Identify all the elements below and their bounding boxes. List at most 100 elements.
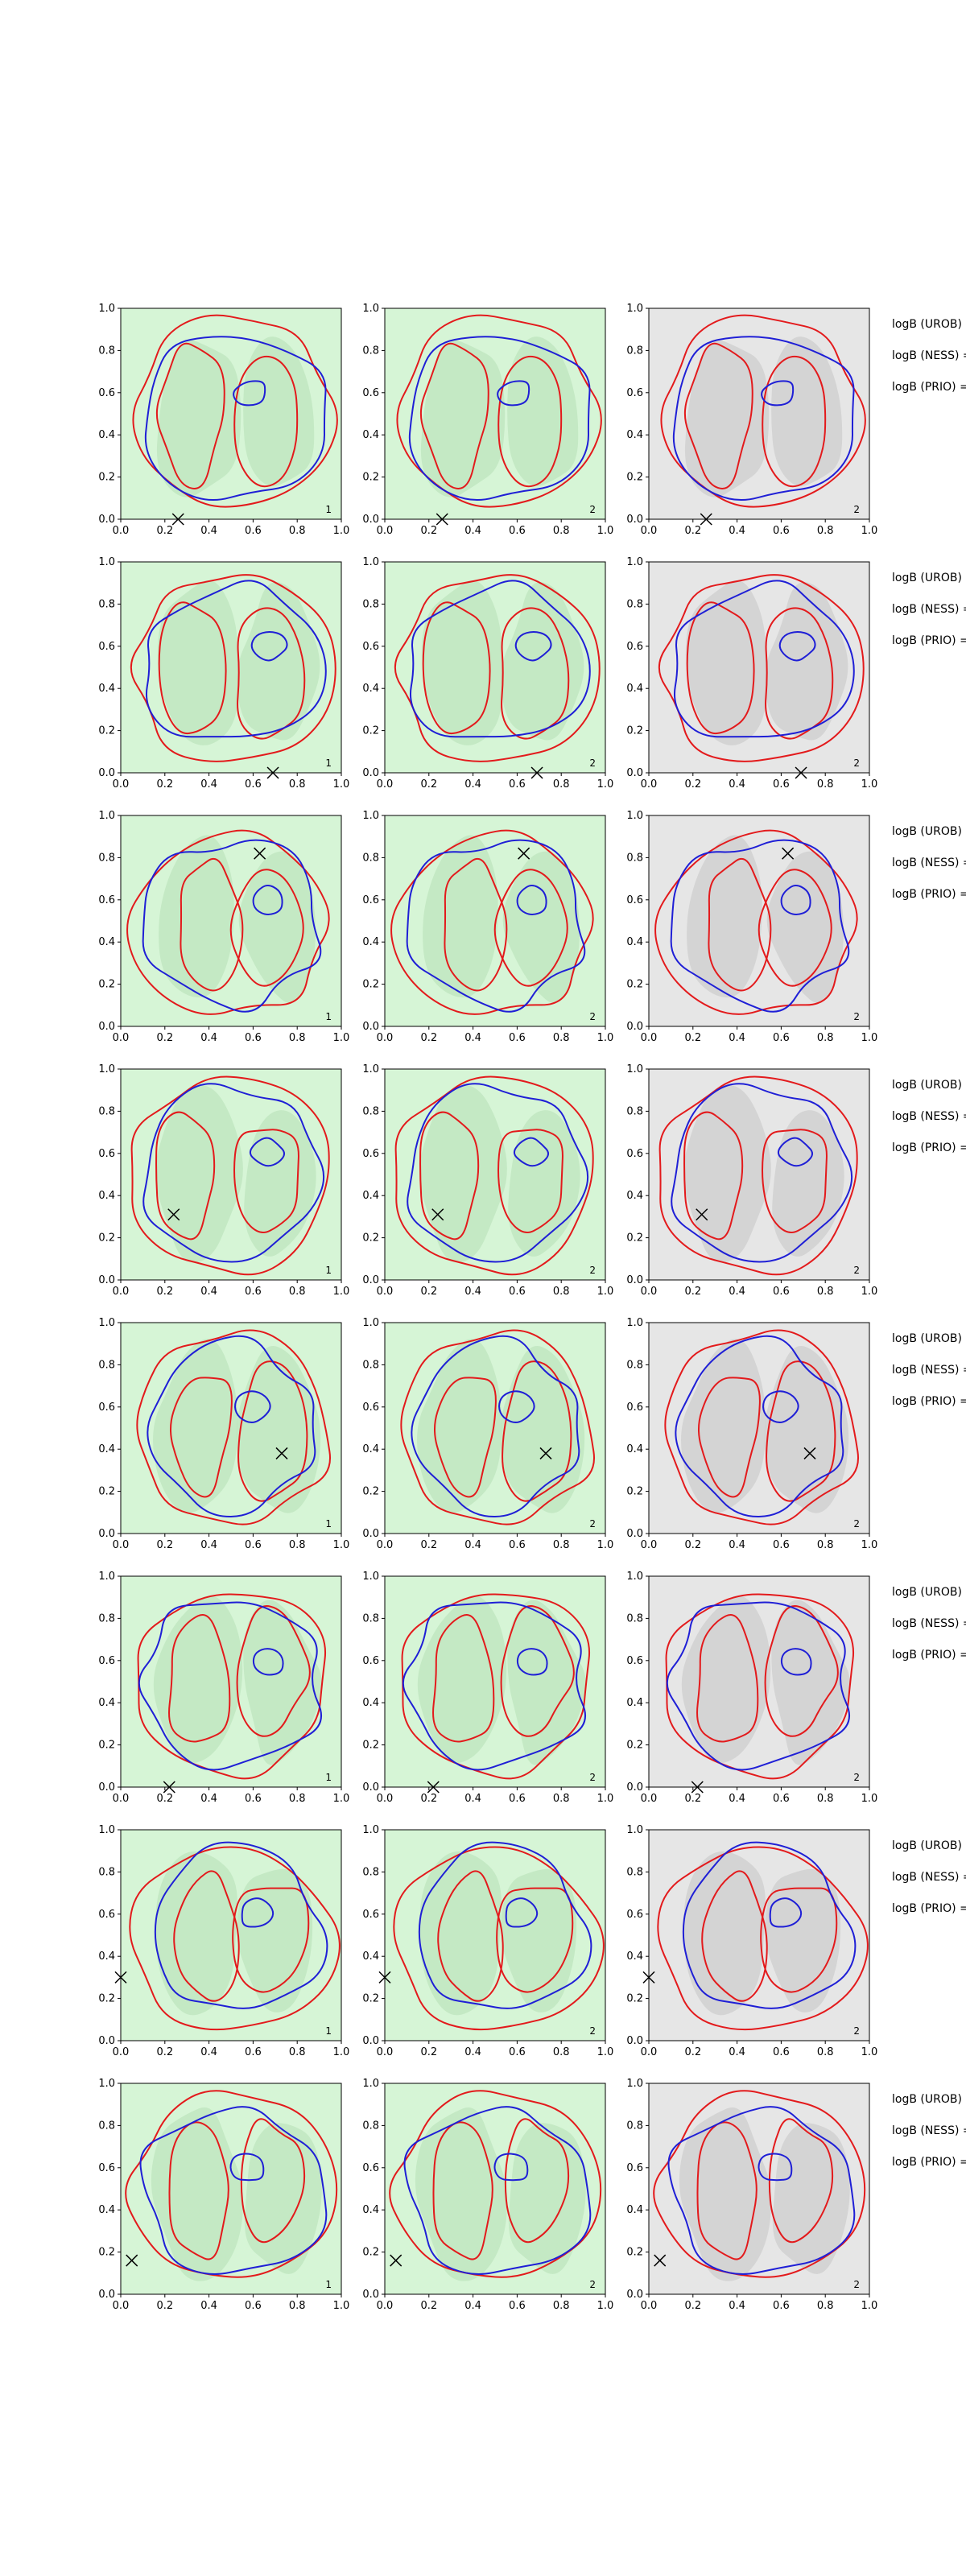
red-contour-line [698,1377,761,1498]
panel-r4-c0: 1 0.00.0 0.2 0.2 0.4 0.4 0.6 0.6 0.8 0.8 1.0 1.0 [98,1317,349,1551]
panel-r2-c0: 1 0.00.0 0.2 0.2 0.4 0.4 0.6 0.6 0.8 0.8 1.0 1.0 [98,810,349,1044]
y-tick-label: 0.0 [362,767,379,779]
x-tick-label: 0.4 [729,778,745,791]
density-region [683,1851,766,2016]
y-tick-label: 0.0 [626,2289,643,2301]
panel-r6-c1: 2 0.00.0 0.2 0.2 0.4 0.4 0.6 0.6 0.8 0.8 1.0 1.0 [362,1824,613,2058]
y-tick-label: 1.0 [626,303,643,315]
x-tick-label: 0.6 [773,1793,790,1805]
panel-r6-c2: 2 0.00.0 0.2 0.2 0.4 0.4 0.6 0.6 0.8 0.8 1.0 1.0 [626,1824,877,2058]
red-contour-line [401,1593,591,1780]
panel-r7-c2: 2 0.00.0 0.2 0.2 0.4 0.4 0.6 0.6 0.8 0.8 1.0 1.0 [626,2078,877,2312]
y-tick-label: 0.2 [362,2247,379,2259]
blue-contour-line [411,1335,580,1518]
x-marker [427,1781,440,1794]
x-tick-label: 0.4 [729,525,745,537]
blue-contour-line [249,1137,285,1167]
panel-frame [384,1068,606,1281]
x-marker [518,847,530,860]
y-tick-label: 0.8 [362,1866,379,1878]
red-contour-line [170,1377,233,1498]
y-tick-label: 0.8 [98,2120,115,2132]
x-tick-label: 1.0 [861,1286,878,1298]
panel-frame [120,815,342,1027]
y-tick-label: 0.8 [98,1866,115,1878]
red-contour-line [432,2121,493,2260]
x-tick-label: 0.8 [817,778,834,791]
x-tick-label: 0.6 [773,778,790,791]
x-tick-label: 0.0 [377,778,394,791]
red-contour-line [232,1887,310,1993]
x-tick-label: 0.6 [509,1539,526,1551]
blue-contour-line [780,1648,812,1676]
y-tick-label: 0.6 [626,1655,643,1667]
panel-number: 2 [589,758,596,769]
panel-r5-c1: 2 0.00.0 0.2 0.2 0.4 0.4 0.6 0.6 0.8 0.8 1.0 1.0 [362,1571,613,1805]
y-tick-label: 0.2 [98,2247,115,2259]
panel-contours [132,314,338,508]
density-region [159,835,234,998]
blue-contour-line [497,380,530,407]
y-tick-label: 0.0 [98,1528,115,1540]
y-tick-label: 0.2 [98,472,115,484]
x-tick-label: 1.0 [597,2046,614,2058]
x-tick-label: 0.6 [245,1539,262,1551]
y-tick-label: 0.4 [626,683,643,695]
panel-frame [384,1322,606,1534]
x-tick-label: 0.4 [464,1286,481,1298]
red-contour-line [683,1111,744,1241]
panel-contours [389,2090,602,2281]
y-tick-label: 0.6 [98,387,115,399]
red-contour-line [504,2118,570,2244]
x-tick-label: 0.0 [113,1539,130,1551]
y-tick-label: 0.4 [626,1697,643,1709]
y-tick-label: 0.4 [626,1443,643,1455]
x-tick-label: 1.0 [597,525,614,537]
logb-annotation: logB (PRIO) = [892,1395,966,1408]
density-region [421,580,503,745]
red-contour-line [437,1870,504,2002]
blue-contour-line [778,631,816,662]
y-tick-label: 0.6 [362,1402,379,1414]
panel-number: 2 [589,1011,596,1022]
logb-annotation: logB (NESS) = [892,1617,966,1630]
panel-contours [136,1329,332,1525]
density-region [417,1596,507,1764]
density-region [501,582,584,741]
y-tick-label: 0.4 [626,429,643,441]
y-tick-label: 0.4 [362,1443,379,1455]
y-tick-label: 0.2 [362,472,379,484]
red-contour-line [389,2090,602,2278]
y-tick-label: 0.8 [626,1866,643,1878]
panel-frame [120,1068,342,1281]
red-contour-line [229,869,304,987]
y-tick-label: 0.4 [98,429,115,441]
density-region [153,1596,243,1764]
x-tick-label: 0.8 [817,1539,834,1551]
x-tick-label: 0.4 [729,2300,745,2312]
x-tick-label: 0.8 [289,778,306,791]
red-contour-line [236,1605,311,1737]
y-tick-label: 1.0 [362,303,379,315]
panel-number: 2 [589,1518,596,1530]
panel-frame [648,1322,870,1534]
density-region [507,1600,587,1765]
red-contour-line [701,1870,768,2002]
y-tick-label: 1.0 [362,2078,379,2090]
x-tick-label: 1.0 [597,778,614,791]
red-contour-line [708,857,772,992]
y-tick-label: 0.2 [626,1232,643,1245]
logb-annotation: logB (UROB) = [892,1586,966,1599]
panel-frame [648,1068,870,1281]
x-marker [171,513,184,526]
x-tick-label: 0.2 [684,1032,701,1044]
red-contour-line [665,1593,855,1780]
x-tick-label: 0.6 [509,778,526,791]
y-tick-label: 1.0 [626,1571,643,1583]
x-tick-label: 0.0 [641,1032,658,1044]
y-tick-label: 0.6 [626,387,643,399]
y-tick-label: 0.2 [98,1993,115,2005]
red-contour-line [764,1605,839,1737]
logb-annotation: logB (UROB) = [892,825,966,838]
